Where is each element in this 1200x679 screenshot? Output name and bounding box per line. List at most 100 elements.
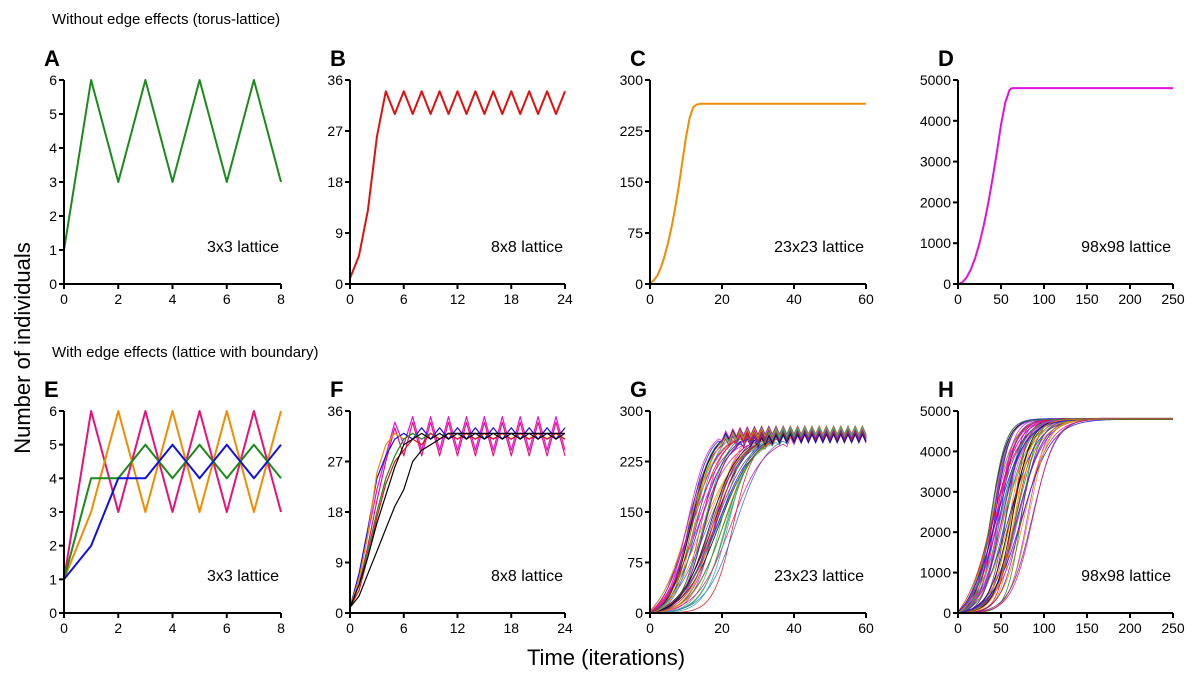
y-tick-label: 150 xyxy=(620,504,644,520)
y-tick-label: 300 xyxy=(620,403,644,419)
y-tick-label: 1000 xyxy=(920,565,951,581)
lattice-annotation: 8x8 lattice xyxy=(491,568,563,585)
y-tick-label: 4000 xyxy=(920,443,951,459)
series-line xyxy=(650,430,867,613)
y-tick-label: 36 xyxy=(327,403,343,419)
y-tick-label: 4 xyxy=(49,470,57,486)
series-line xyxy=(650,102,866,284)
series-line xyxy=(650,426,867,613)
panel-g: G 0 75 150 225 300 0 20 40 60 23x23 lattice xyxy=(620,377,874,636)
x-tick-label: 40 xyxy=(786,620,802,636)
panel-letter: D xyxy=(938,46,954,71)
x-tick-label: 24 xyxy=(557,620,573,636)
panel-c: C 0 75 150 225 300 0 20 40 60 23x23 lattice xyxy=(620,46,874,307)
x-tick-label: 50 xyxy=(993,291,1009,307)
y-tick-label: 27 xyxy=(327,454,343,470)
series-line xyxy=(650,431,867,613)
y-tick-label: 1 xyxy=(49,242,57,258)
series-line xyxy=(650,432,867,613)
series-line xyxy=(650,431,867,613)
x-tick-label: 2 xyxy=(114,291,122,307)
y-tick-label: 75 xyxy=(627,555,643,571)
y-tick-label: 5000 xyxy=(920,403,951,419)
x-tick-label: 8 xyxy=(277,620,285,636)
y-tick-label: 3000 xyxy=(920,484,951,500)
x-tick-label: 0 xyxy=(646,620,654,636)
panel-letter: G xyxy=(630,377,647,402)
y-tick-label: 0 xyxy=(635,605,643,621)
y-tick-label: 3 xyxy=(49,504,57,520)
x-tick-label: 6 xyxy=(400,620,408,636)
y-tick-label: 0 xyxy=(943,276,951,292)
x-tick-label: 18 xyxy=(503,291,519,307)
x-tick-label: 0 xyxy=(346,291,354,307)
series-line xyxy=(650,432,867,613)
series-line xyxy=(650,432,867,613)
panel-d: D 0 1000 2000 3000 4000 5000 0 50 100 150 200 250 98x… xyxy=(920,46,1185,307)
series-line xyxy=(958,87,1173,284)
x-tick-label: 20 xyxy=(714,291,730,307)
x-tick-label: 0 xyxy=(954,291,962,307)
x-tick-label: 100 xyxy=(1032,620,1056,636)
y-tick-label: 150 xyxy=(620,174,644,190)
panel-letter: C xyxy=(630,46,646,71)
y-tick-label: 0 xyxy=(335,605,343,621)
lattice-annotation: 98x98 lattice xyxy=(1081,239,1171,256)
series-line xyxy=(350,90,566,279)
lattice-annotation: 23x23 lattice xyxy=(774,239,864,256)
y-tick-label: 0 xyxy=(943,605,951,621)
series-line xyxy=(650,429,867,613)
series-line xyxy=(650,430,867,613)
y-tick-label: 2 xyxy=(49,208,57,224)
panel-a: A 0 1 2 3 4 5 6 0 2 4 6 8 3x3 lattice xyxy=(44,46,285,307)
series-line xyxy=(958,418,1173,613)
x-tick-label: 8 xyxy=(277,291,285,307)
y-axis-title: Number of individuals xyxy=(10,242,35,454)
y-tick-label: 18 xyxy=(327,174,343,190)
series-line xyxy=(650,425,867,613)
y-tick-label: 0 xyxy=(49,276,57,292)
series-line xyxy=(350,427,566,608)
x-tick-label: 0 xyxy=(60,620,68,636)
y-tick-label: 225 xyxy=(620,123,644,139)
x-tick-label: 40 xyxy=(786,291,802,307)
series-line xyxy=(650,431,867,613)
lattice-annotation: 3x3 lattice xyxy=(207,239,279,256)
series-group xyxy=(958,417,1173,613)
x-tick-label: 0 xyxy=(646,291,654,307)
x-tick-label: 24 xyxy=(557,291,573,307)
x-tick-label: 2 xyxy=(114,620,122,636)
x-tick-label: 6 xyxy=(400,291,408,307)
y-tick-label: 5 xyxy=(49,437,57,453)
panel-h: H 0 1000 2000 3000 4000 5000 0 50 100 150 200 250 98x… xyxy=(920,377,1185,636)
x-tick-label: 150 xyxy=(1075,620,1099,636)
x-tick-label: 200 xyxy=(1118,291,1142,307)
y-tick-label: 9 xyxy=(335,225,343,241)
x-tick-label: 4 xyxy=(169,620,177,636)
y-tick-label: 1 xyxy=(49,571,57,587)
series-line xyxy=(650,429,867,613)
series-group xyxy=(650,425,867,613)
y-tick-label: 3 xyxy=(49,174,57,190)
y-tick-label: 4 xyxy=(49,140,57,156)
x-tick-label: 0 xyxy=(954,620,962,636)
y-tick-label: 36 xyxy=(327,72,343,88)
x-tick-label: 6 xyxy=(223,291,231,307)
panel-letter: H xyxy=(938,377,954,402)
y-tick-label: 9 xyxy=(335,555,343,571)
series-group xyxy=(958,87,1173,284)
series-line xyxy=(650,431,867,613)
x-tick-label: 0 xyxy=(60,291,68,307)
y-tick-label: 75 xyxy=(627,225,643,241)
series-group xyxy=(650,102,866,284)
series-line xyxy=(650,432,867,613)
panel-letter: E xyxy=(44,377,59,402)
y-tick-label: 18 xyxy=(327,504,343,520)
y-tick-label: 4000 xyxy=(920,113,951,129)
x-tick-label: 60 xyxy=(858,620,874,636)
x-tick-label: 0 xyxy=(346,620,354,636)
y-tick-label: 2000 xyxy=(920,524,951,540)
y-tick-label: 225 xyxy=(620,454,644,470)
